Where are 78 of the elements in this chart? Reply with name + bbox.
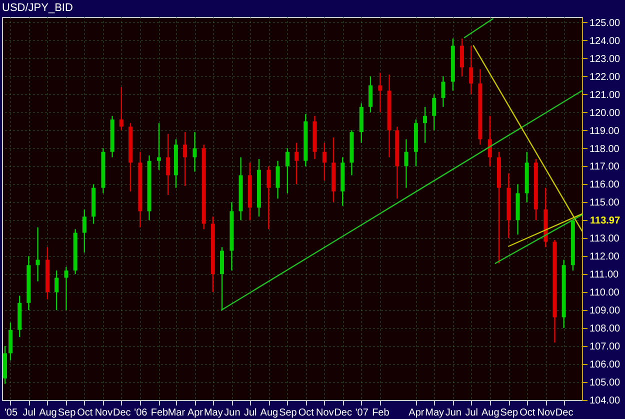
candlestick [119, 86, 124, 131]
candlestick [156, 122, 161, 170]
x-tick-label: Aug [39, 408, 57, 418]
x-tick-label: Oct [298, 408, 314, 418]
x-tick-label: Jul [22, 408, 36, 418]
x-tick-label: '07 [355, 408, 369, 418]
y-tick-label: 125.00 [590, 18, 621, 29]
x-tick-label: Mar [168, 408, 186, 418]
x-tick-label: Dec [555, 408, 574, 418]
candlestick [294, 142, 299, 185]
x-tick-label: Oct [77, 408, 93, 418]
y-tick-label: 116.00 [590, 180, 620, 191]
x-tick-label: Sep [279, 408, 298, 418]
y-tick-label: 113.00 [590, 234, 620, 245]
x-tick-label: Aug [260, 408, 278, 418]
candlestick [192, 131, 197, 172]
y-tick-label: 123.00 [590, 54, 621, 65]
x-tick-label: Feb [372, 408, 390, 418]
candlestick [432, 94, 436, 131]
y-tick-label: 108.00 [590, 324, 621, 335]
x-tick-label: May [204, 408, 223, 418]
x-tick-label: Jun [445, 408, 462, 418]
x-tick-label: May [425, 408, 444, 418]
text: 113.97 [590, 216, 620, 227]
candlestick [266, 166, 271, 230]
x-tick-label: Jun [224, 408, 240, 418]
candlestick [36, 226, 40, 282]
candlestick [368, 76, 372, 113]
x-tick-label: Nov [316, 408, 334, 418]
candlestick [322, 142, 326, 182]
chart-title: USD/JPY_BID [2, 2, 73, 14]
y-tick-label: 121.00 [590, 90, 621, 101]
candlestick [488, 115, 492, 167]
x-tick-label: Oct [520, 408, 536, 418]
candlestick [276, 160, 280, 200]
x-tick-label: Feb [150, 408, 169, 418]
candlestick [423, 106, 428, 144]
candlestick [441, 76, 446, 108]
y-tick-label: 104.00 [590, 396, 621, 406]
candlestick [220, 246, 224, 311]
x-tick-label: Aug [481, 408, 500, 418]
candlestick [404, 138, 408, 188]
y-tick-label: 117.00 [590, 162, 620, 173]
candlestick [285, 148, 290, 194]
y-tick-label: 115.00 [590, 198, 620, 209]
y-tick-label: 124.00 [590, 36, 621, 47]
candlestick [460, 38, 464, 77]
candlestick [469, 45, 474, 95]
x-tick-label: Jul [465, 408, 478, 418]
x-tick-label: Jul [244, 408, 257, 418]
x-tick-label: '06 [134, 408, 148, 418]
candlestick [64, 266, 68, 311]
x-tick-label: Apr [187, 408, 204, 418]
x-tick-label: Apr [408, 408, 425, 418]
x-tick-label: Nov [94, 408, 113, 418]
y-tick-label: 120.00 [590, 108, 621, 119]
y-tick-label: 107.00 [590, 342, 621, 353]
x-tick-label: Sep [500, 408, 518, 418]
x-tick-label: '05 [4, 408, 18, 418]
x-tick-label: Nov [537, 408, 556, 418]
candlestick [166, 133, 170, 196]
candlestick [8, 322, 12, 362]
y-tick-label: 111.00 [590, 270, 620, 281]
y-tick-label: 109.00 [590, 306, 621, 317]
x-tick-label: Dec [334, 408, 352, 418]
y-tick-label: 106.00 [590, 360, 621, 371]
candlestick [378, 72, 382, 113]
candlestick [54, 270, 59, 311]
y-tick-label: 122.00 [590, 72, 621, 83]
candlestick [183, 131, 188, 187]
x-tick-label: Dec [112, 408, 131, 418]
y-tick-label: 119.00 [590, 126, 620, 137]
y-tick-label: 112.00 [590, 252, 620, 263]
y-tick-label: 118.00 [590, 144, 620, 155]
y-tick-label: 110.00 [590, 288, 620, 299]
y-tick-label: 105.00 [590, 378, 621, 389]
x-tick-label: Sep [58, 408, 76, 418]
candlestick [82, 208, 86, 254]
